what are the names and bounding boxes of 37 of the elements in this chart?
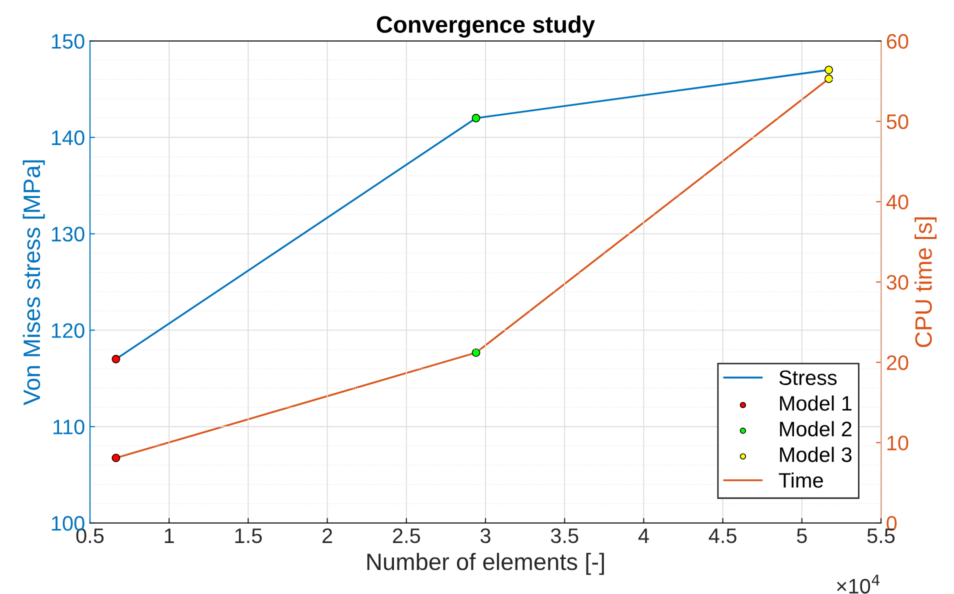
x-tick-label: 4.5 (708, 528, 736, 544)
y-axis-title: Von Mises stress [MPa] (22, 160, 45, 406)
x-tick-label: 1 (164, 528, 174, 543)
legend-label: Time (778, 472, 823, 488)
point (472, 114, 480, 122)
x-tick-label: 2 (322, 528, 332, 543)
legend-label: Model 2 (780, 421, 852, 436)
chart-title: Convergence study (376, 16, 595, 38)
legend-label: Model 1 (780, 395, 852, 411)
y2-tick-label: 40 (886, 194, 908, 210)
y2-tick-label: 30 (886, 275, 908, 290)
y-tick-label: 140 (52, 130, 84, 146)
point (824, 66, 834, 74)
y-tick-label: 120 (52, 323, 84, 338)
x-tick-label: 5.5 (867, 528, 895, 544)
x-tick-label: 1.5 (235, 528, 262, 544)
y2-tick-label: 20 (886, 355, 908, 370)
x-tick-label: 5 (796, 528, 807, 544)
x-tick-label: 4 (638, 528, 649, 543)
x-tick-label: 3.5 (550, 528, 578, 544)
point (472, 348, 480, 357)
legend-label: Stress (779, 370, 837, 386)
y2-tick-label: 60 (886, 34, 908, 49)
text: ×10$^{4}$ (837, 574, 880, 594)
point (824, 74, 834, 83)
point (112, 454, 120, 462)
x-tick-label: 2.5 (392, 528, 420, 544)
y-tick-label: 110 (54, 420, 84, 434)
x-tick-label: 3 (480, 528, 490, 544)
y-tick-label: 130 (52, 226, 84, 242)
y2-tick-label: 50 (886, 114, 908, 130)
y2-tick-label: 10 (887, 436, 908, 450)
point (112, 354, 120, 364)
y2-axis-title: CPU time [s] (914, 217, 937, 348)
y-tick-label: 150 (52, 34, 84, 49)
x-axis-title: Number of elements [-] (367, 552, 604, 575)
legend-label: Model 3 (780, 446, 852, 462)
